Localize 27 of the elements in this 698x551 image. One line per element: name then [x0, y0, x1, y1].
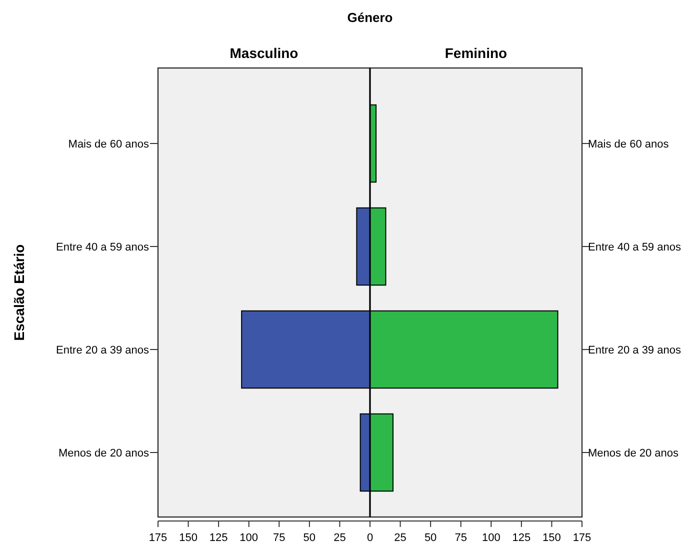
x-tick-label: 75: [273, 532, 286, 544]
x-tick-label: 175: [572, 532, 592, 544]
x-tick-label: 25: [394, 532, 406, 544]
y-tick-label: Mais de 60 anos: [588, 138, 670, 150]
x-tick-label: 50: [424, 532, 437, 544]
x-tick-label: 150: [542, 532, 561, 544]
x-tick-label: 75: [454, 532, 467, 544]
y-tick-label: Entre 20 a 39 anos: [588, 344, 682, 356]
x-tick-label: 125: [512, 532, 531, 544]
x-tick-label: 100: [482, 532, 500, 544]
x-tick-label: 50: [303, 532, 316, 544]
x-tick-label: 175: [148, 532, 168, 544]
chart-title: Masculino: [230, 45, 298, 61]
y-tick-label: Menos de 20 anos: [588, 448, 680, 460]
y-axis-title: Escalão Etário: [11, 244, 27, 341]
y-tick-label: Entre 40 a 59 anos: [56, 242, 150, 254]
x-tick-label: 0: [366, 532, 374, 544]
chart-title: Feminino: [444, 45, 508, 61]
y-tick-label: Entre 40 a 59 anos: [588, 242, 682, 254]
x-tick-label: 100: [240, 532, 258, 544]
y-tick-label: Mais de 60 anos: [68, 138, 150, 150]
x-tick-label: 150: [179, 532, 198, 544]
text: Género: [347, 10, 393, 25]
y-tick-label: Entre 20 a 39 anos: [56, 344, 150, 356]
y-tick-label: Menos de 20 anos: [58, 448, 150, 460]
x-tick-label: 125: [209, 532, 228, 544]
x-tick-label: 25: [334, 532, 346, 544]
